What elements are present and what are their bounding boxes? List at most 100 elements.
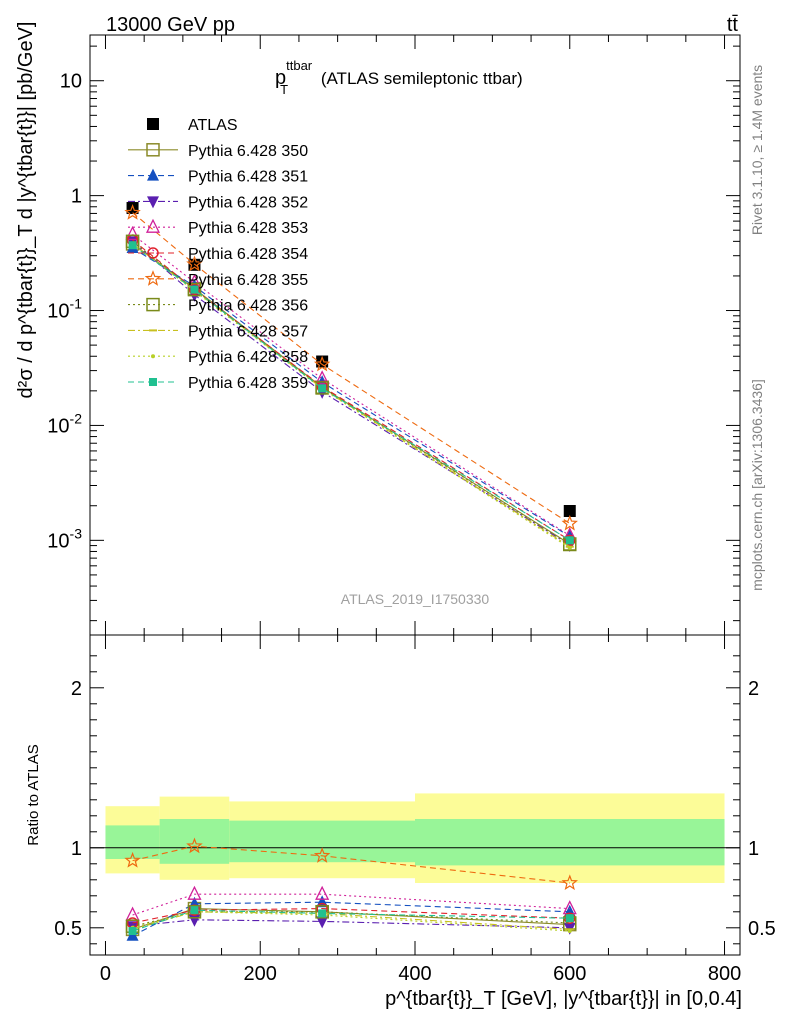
- legend-label: Pythia 6.428 352: [188, 194, 308, 211]
- legend-label: Pythia 6.428 357: [188, 323, 308, 340]
- ratio-data-point: [316, 916, 329, 929]
- data-point: [124, 204, 141, 220]
- legend-entry: ATLAS: [147, 117, 238, 134]
- ratio-y-tick-label-right: 0.5: [748, 918, 776, 940]
- ratio-data-point: [190, 906, 199, 915]
- mcplots-label: mcplots.cern.ch [arXiv:1306.3436]: [749, 379, 765, 591]
- legend-label: ATLAS: [188, 117, 238, 134]
- ratio-series-line: [132, 893, 570, 916]
- legend-label: Pythia 6.428 350: [188, 143, 308, 160]
- ratio-series-line: [132, 908, 570, 924]
- legend-marker: [151, 354, 155, 359]
- series-line: [132, 243, 571, 548]
- ratio-data-point: [565, 914, 574, 923]
- data-point: [561, 514, 578, 531]
- data-point: [190, 285, 199, 294]
- legend-label: Pythia 6.428 358: [188, 349, 308, 366]
- x-tick-label: 200: [244, 963, 277, 985]
- ratio-data-point: [567, 929, 572, 933]
- ratio-series-line: [132, 911, 570, 932]
- ratio-series-line: [132, 909, 570, 932]
- ratio-series-line: [132, 845, 570, 884]
- legend-entry: Pythia 6.428 350: [128, 143, 308, 160]
- legend-entry: Pythia 6.428 351: [128, 168, 308, 186]
- legend-marker: [146, 143, 160, 157]
- plot-title-sup: ttbar: [286, 58, 313, 73]
- ratio-data-point: [561, 874, 579, 891]
- legend-label: Pythia 6.428 351: [188, 169, 308, 186]
- ratio-y-tick-label-right: 1: [748, 838, 759, 860]
- ratio-y-axis-label: Ratio to ATLAS: [25, 744, 42, 845]
- uncertainty-band-inner: [159, 819, 230, 864]
- legend-entry: Pythia 6.428 356: [128, 298, 308, 315]
- ratio-series: [124, 837, 579, 891]
- x-tick-label: 0: [100, 963, 111, 985]
- main-series: [128, 241, 574, 545]
- ratio-data-point: [313, 847, 331, 863]
- ratio-series-line: [132, 911, 570, 927]
- ratio-panel: 0.5 0.5 1 1 2 2 0 200 400 600 800 Ratio to ATLAS p^{…: [25, 634, 776, 1010]
- ratio-series-line: [132, 919, 570, 929]
- ratio-data-point: [187, 885, 202, 900]
- legend-marker: [149, 378, 157, 386]
- data-point: [313, 355, 331, 372]
- ratio-data-point: [315, 885, 330, 900]
- data-point: [563, 505, 576, 518]
- legend-entry: Pythia 6.428 355: [128, 270, 308, 289]
- legend-marker: [147, 118, 159, 130]
- ratio-data-point: [315, 905, 329, 919]
- data-point: [126, 202, 139, 215]
- series-line: [132, 243, 571, 549]
- analysis-watermark: ATLAS_2019_I1750330: [341, 591, 490, 607]
- legend: ATLAS Pythia 6.428 350 Pythia 6.428 351 Pyt…: [128, 117, 308, 392]
- series-line: [132, 247, 571, 537]
- main-series: [124, 204, 578, 531]
- legend-marker: [147, 168, 159, 181]
- legend-entry: Pythia 6.428 354: [128, 246, 308, 263]
- header-right: tt̄: [727, 14, 739, 36]
- plot-title-sub: T: [280, 82, 288, 97]
- y-tick-label: 1: [71, 186, 82, 208]
- y-tick-exponent: -1: [70, 296, 83, 312]
- ratio-series: [128, 906, 574, 935]
- y-tick-label: 10-1: [47, 296, 82, 323]
- rivet-label: Rivet 3.1.10, ≥ 1.4M events: [749, 65, 765, 235]
- series-line: [132, 244, 571, 541]
- legend-label: Pythia 6.428 354: [188, 246, 308, 263]
- ratio-data-point: [128, 927, 137, 935]
- legend-label: Pythia 6.428 355: [188, 272, 308, 289]
- legend-entry: Pythia 6.428 359: [128, 375, 308, 392]
- x-tick-label: 600: [553, 963, 586, 985]
- ratio-y-tick-label: 2: [71, 678, 82, 700]
- data-point: [315, 381, 329, 395]
- data-point: [318, 384, 327, 393]
- data-point: [564, 534, 576, 547]
- legend-entry: Pythia 6.428 357: [128, 323, 308, 340]
- legend-marker: [145, 218, 161, 233]
- ratio-data-point: [188, 914, 201, 927]
- x-tick-label: 400: [398, 963, 431, 985]
- data-point: [567, 545, 572, 550]
- ratio-y-tick-label-right: 2: [748, 678, 759, 700]
- y-tick-exponent: -3: [70, 525, 83, 541]
- y-tick-label: 10: [60, 71, 82, 93]
- data-point: [315, 370, 330, 385]
- series-line: [132, 240, 571, 545]
- legend-marker: [147, 196, 159, 209]
- ratio-data-point: [318, 909, 327, 918]
- data-point: [128, 241, 137, 250]
- series-line: [132, 240, 571, 546]
- y-tick-label: 10-2: [47, 410, 82, 437]
- legend-entry: Pythia 6.428 358: [128, 349, 308, 366]
- data-point: [186, 255, 203, 272]
- data-point: [187, 282, 202, 297]
- ratio-y-tick-label: 0.5: [54, 918, 82, 940]
- plot-title: pttbar T (ATLAS semileptonic ttbar): [275, 58, 523, 97]
- legend-label: Pythia 6.428 353: [188, 220, 308, 237]
- series-line: [132, 239, 571, 541]
- plot-title-rest: (ATLAS semileptonic ttbar): [316, 69, 523, 88]
- legend-label: Pythia 6.428 356: [188, 298, 308, 315]
- ratio-data-point: [186, 837, 203, 854]
